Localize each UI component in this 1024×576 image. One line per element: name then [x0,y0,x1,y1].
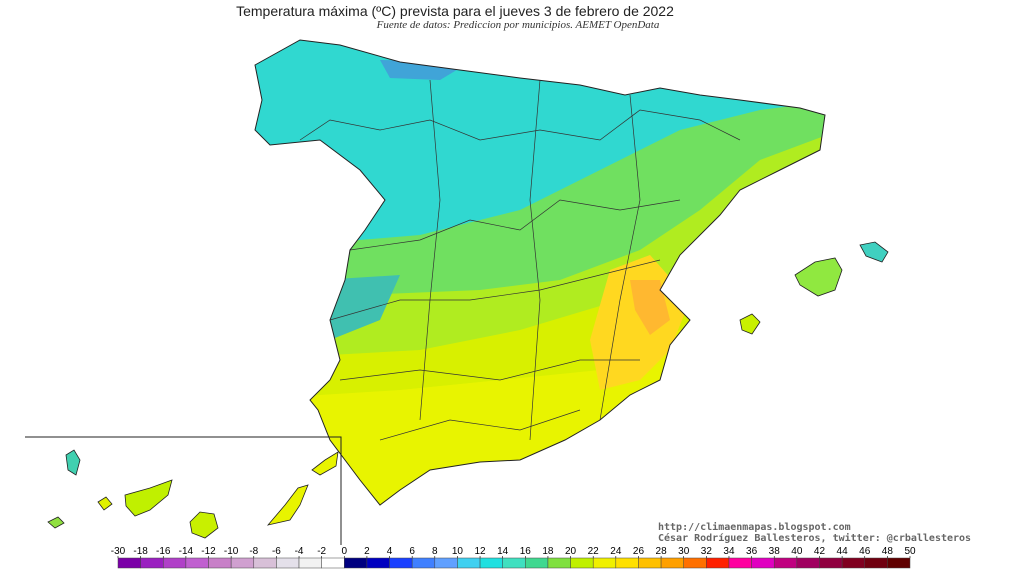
colorbar-tick-label: -2 [317,546,326,557]
colorbar-cell [796,557,820,569]
coastline [254,39,826,506]
colorbar-tick-label: -14 [179,546,194,557]
colorbar-tick-label: 18 [542,546,554,557]
colorbar-cell [751,557,775,569]
colorbar-cell [411,557,436,569]
peninsula [255,40,825,505]
colorbar-tick-label: 22 [588,546,600,557]
colorbar-tick-label: 12 [474,546,486,557]
colorbar-tick-label: 2 [364,546,370,557]
colorbar-tick-label: 10 [452,546,464,557]
colorbar-tick-label: 0 [342,546,348,557]
colorbar-tick-label: 8 [432,546,438,557]
colorbar-cell [638,557,662,569]
colorbar-cell [570,557,594,569]
colorbar-tick-label: 46 [859,546,871,557]
colorbar-tick-label: 36 [746,546,758,557]
colorbar-cell [366,557,390,569]
colorbar-tick-label: 14 [497,546,509,557]
colorbar-cell [819,557,843,569]
colorbar-cell [728,557,752,569]
canary-inset [25,436,342,545]
colorbar-cell [773,557,798,569]
colorbar-tick-label: 24 [610,546,622,557]
colorbar-cell [547,557,571,569]
colorbar-cell [253,557,277,569]
colorbar-cell [592,557,617,569]
colorbar-cell [683,557,707,569]
credit-author: César Rodríguez Ballesteros, twitter: @c… [658,532,971,544]
subtitle: Fuente de datos: Prediccion por municipi… [376,19,660,31]
colorbar-cell [140,557,164,569]
colorbar-cell [887,557,911,569]
colorbar-cell [389,557,413,569]
colorbar-cell [163,557,187,569]
colorbar-tick-label: 6 [409,546,415,557]
colorbar-tick-label: 20 [565,546,577,557]
colorbar-cell [864,557,888,569]
colorbar-tick-label: 16 [520,546,532,557]
colorbar-tick-label: 48 [882,546,894,557]
colorbar-cell [525,557,549,569]
colorbar-tick-label: 50 [904,546,916,557]
colorbar-tick-label: -16 [156,546,171,557]
colorbar-cell [660,557,684,569]
colorbar-cell [321,557,345,569]
colorbar-tick-label: 30 [678,546,690,557]
colorbar: -30 -18 -16 -14 -12 -10 -8 -6 -4 -2 0 2 4 6 8 10 12 14 16 1… [111,546,916,569]
colorbar-tick-label: 40 [791,546,803,557]
colorbar-cell [479,557,503,569]
title: Temperatura máxima (ºC) prevista para el… [236,3,674,19]
colorbar-cell [208,557,232,569]
colorbar-cell [298,557,322,569]
colorbar-cell [457,557,481,569]
colorbar-cell [230,557,255,569]
colorbar-cell [185,557,209,569]
balearic-islands [739,241,889,335]
colorbar-tick-label: -8 [249,546,258,557]
colorbar-cell [502,557,526,569]
colorbar-tick-label: -18 [133,546,148,557]
colorbar-tick-label: -30 [111,546,126,557]
colorbar-tick-label: 32 [701,546,713,557]
colorbar-tick-label: 42 [814,546,826,557]
colorbar-tick-label: -10 [224,546,239,557]
colorbar-tick-label: 38 [769,546,781,557]
colorbar-cell [344,557,368,569]
colorbar-cell [117,557,141,569]
colorbar-cell [276,557,300,569]
colorbar-tick-label: 26 [633,546,645,557]
colorbar-tick-label: 44 [837,546,849,557]
colorbar-tick-label: -6 [272,546,281,557]
credit-url: http://climaenmapas.blogspot.com [658,521,851,533]
colorbar-tick-label: 28 [656,546,668,557]
colorbar-cell [706,557,730,569]
colorbar-tick-label: -12 [201,546,216,557]
colorbar-cell [841,557,865,569]
colorbar-tick-label: 34 [723,546,735,557]
colorbar-cell [615,557,639,569]
colorbar-tick-label: 4 [387,546,393,557]
colorbar-cell [434,557,458,569]
colorbar-tick-label: -4 [295,546,304,557]
